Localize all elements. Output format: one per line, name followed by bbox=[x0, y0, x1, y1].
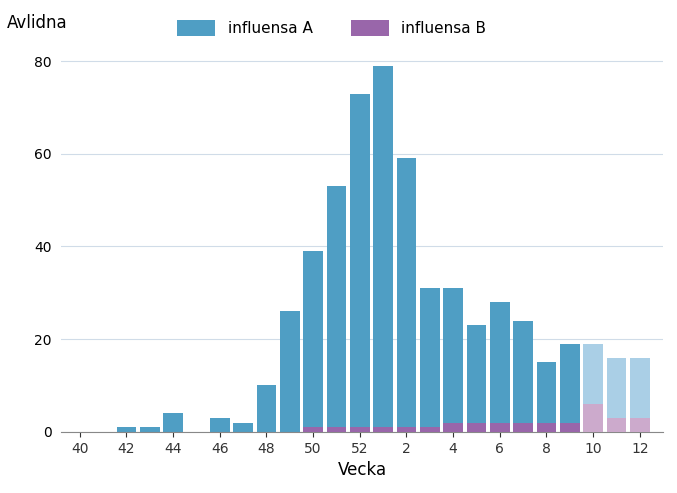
Bar bbox=[116, 427, 136, 432]
Bar bbox=[420, 427, 439, 432]
Bar bbox=[537, 423, 556, 432]
Bar bbox=[373, 427, 393, 432]
Bar bbox=[583, 344, 603, 432]
Bar bbox=[210, 418, 230, 432]
Bar bbox=[397, 158, 416, 432]
Bar bbox=[326, 427, 347, 432]
Bar bbox=[607, 358, 626, 432]
Bar bbox=[513, 320, 533, 432]
Bar bbox=[257, 386, 276, 432]
Bar bbox=[163, 413, 183, 432]
Text: Avlidna: Avlidna bbox=[7, 14, 68, 32]
Bar bbox=[490, 302, 510, 432]
Bar bbox=[303, 251, 323, 432]
Bar bbox=[303, 427, 323, 432]
Bar bbox=[397, 427, 416, 432]
Bar bbox=[373, 66, 393, 432]
Bar bbox=[607, 418, 626, 432]
Bar bbox=[583, 404, 603, 432]
Bar bbox=[443, 288, 463, 432]
Bar bbox=[466, 325, 486, 432]
Bar bbox=[233, 423, 253, 432]
Bar bbox=[560, 423, 580, 432]
Bar bbox=[537, 362, 556, 432]
Bar bbox=[630, 418, 650, 432]
Bar bbox=[466, 423, 486, 432]
Legend: influensa A, influensa B: influensa A, influensa B bbox=[171, 14, 492, 42]
Bar bbox=[443, 423, 463, 432]
Bar bbox=[630, 358, 650, 432]
Bar bbox=[513, 423, 533, 432]
Bar bbox=[140, 427, 160, 432]
Bar bbox=[420, 288, 439, 432]
Bar bbox=[326, 186, 347, 432]
Bar bbox=[280, 312, 300, 432]
Bar bbox=[350, 427, 370, 432]
X-axis label: Vecka: Vecka bbox=[338, 461, 387, 479]
Bar bbox=[490, 423, 510, 432]
Bar bbox=[350, 94, 370, 432]
Bar bbox=[560, 344, 580, 432]
